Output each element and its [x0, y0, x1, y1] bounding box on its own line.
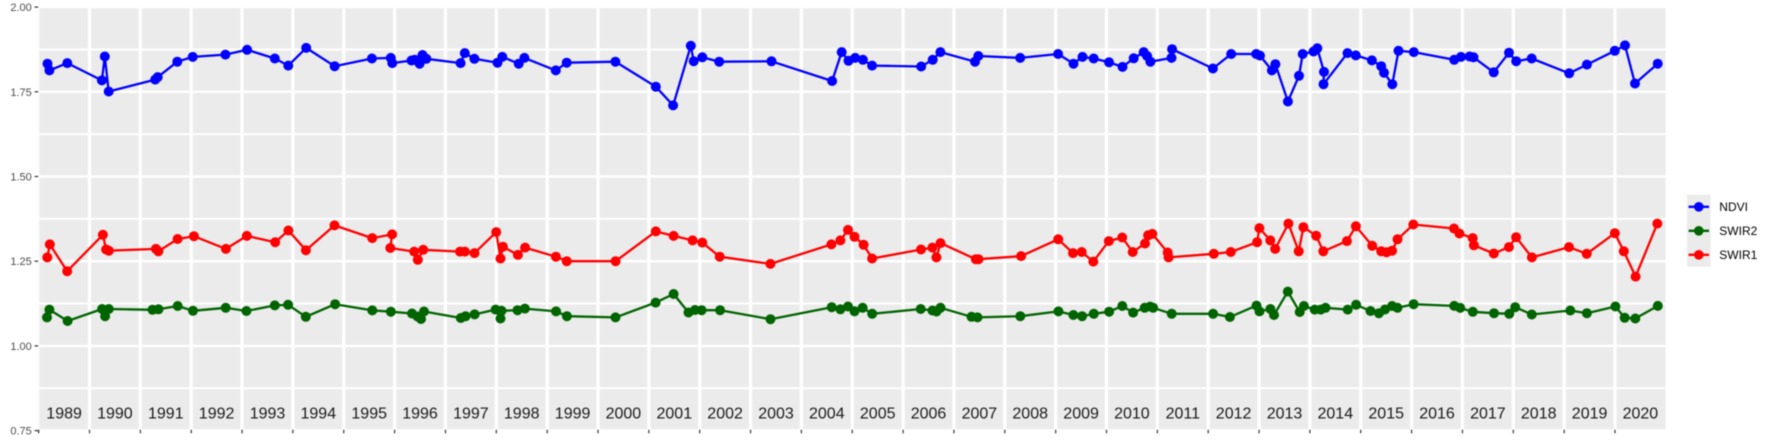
svg-text:SWIR2: SWIR2 — [1719, 224, 1757, 238]
svg-text:1997: 1997 — [453, 406, 489, 423]
svg-text:2018: 2018 — [1521, 406, 1557, 423]
svg-text:0.75: 0.75 — [10, 426, 31, 438]
svg-text:1999: 1999 — [555, 406, 591, 423]
svg-text:2002: 2002 — [707, 406, 743, 423]
svg-text:2011: 2011 — [1166, 406, 1201, 423]
svg-text:2005: 2005 — [860, 406, 896, 423]
svg-text:1993: 1993 — [250, 406, 286, 423]
svg-text:1998: 1998 — [504, 406, 540, 423]
svg-text:2003: 2003 — [758, 406, 794, 423]
svg-text:2004: 2004 — [809, 406, 845, 423]
svg-text:1.50: 1.50 — [10, 172, 31, 184]
svg-text:1990: 1990 — [97, 406, 133, 423]
svg-text:1.75: 1.75 — [10, 87, 31, 99]
svg-text:2015: 2015 — [1368, 406, 1404, 423]
svg-text:2012: 2012 — [1216, 406, 1252, 423]
svg-text:1995: 1995 — [351, 406, 387, 423]
svg-text:2000: 2000 — [606, 406, 642, 423]
svg-text:2009: 2009 — [1063, 406, 1099, 423]
svg-text:1.25: 1.25 — [10, 256, 31, 268]
svg-text:2008: 2008 — [1012, 406, 1048, 423]
svg-text:1994: 1994 — [301, 406, 337, 423]
svg-text:2010: 2010 — [1114, 406, 1150, 423]
svg-text:1989: 1989 — [46, 406, 82, 423]
svg-text:2017: 2017 — [1470, 406, 1506, 423]
svg-text:1991: 1991 — [148, 406, 184, 423]
svg-text:1996: 1996 — [402, 406, 438, 423]
svg-text:2.00: 2.00 — [10, 2, 31, 14]
svg-text:SWIR1: SWIR1 — [1719, 248, 1757, 262]
svg-text:2016: 2016 — [1419, 406, 1455, 423]
svg-text:2001: 2001 — [657, 406, 693, 423]
svg-text:2014: 2014 — [1318, 406, 1354, 423]
svg-text:2020: 2020 — [1623, 406, 1659, 423]
svg-text:2019: 2019 — [1572, 406, 1608, 423]
svg-text:NDVI: NDVI — [1719, 200, 1748, 214]
svg-text:2013: 2013 — [1267, 406, 1303, 423]
svg-text:1992: 1992 — [199, 406, 235, 423]
svg-text:2007: 2007 — [962, 406, 998, 423]
svg-text:2006: 2006 — [911, 406, 947, 423]
svg-text:1.00: 1.00 — [10, 341, 31, 353]
